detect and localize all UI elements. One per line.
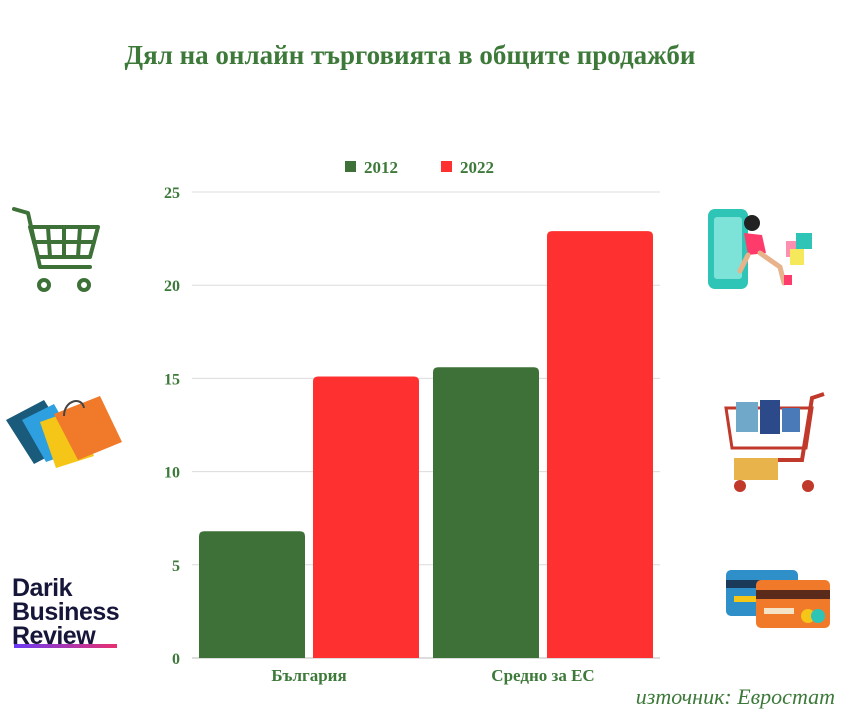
bar-2012-0 — [199, 531, 305, 658]
legend-swatch-2012 — [345, 161, 356, 172]
credit-cards-icon — [726, 570, 830, 628]
source-note: източник: Евростат — [635, 684, 835, 709]
online-shopper-phone-icon — [708, 209, 812, 289]
shopping-cart-icon — [12, 207, 100, 292]
x-axis-categories: България Средно за ЕС — [271, 666, 594, 685]
y-tick-label: 0 — [172, 651, 180, 668]
y-tick-label: 10 — [164, 465, 180, 482]
legend-label-2022: 2022 — [460, 158, 494, 177]
y-tick-label: 5 — [172, 558, 180, 575]
y-axis-ticks: 0 5 10 15 20 25 — [164, 185, 180, 668]
shopping-bags-icon — [6, 396, 122, 468]
bar-2022-1 — [547, 231, 653, 659]
bars — [199, 231, 653, 659]
x-category-label: България — [271, 666, 346, 685]
darik-business-review-logo: Darik Business Review — [12, 574, 120, 650]
y-tick-label: 20 — [164, 278, 180, 295]
bar-2022-0 — [313, 376, 419, 658]
x-category-label: Средно за ЕС — [491, 666, 594, 685]
loaded-cart-icon — [724, 392, 825, 492]
chart-title: Дял на онлайн търговията в общите продаж… — [124, 40, 696, 70]
bar-2012-1 — [433, 367, 539, 658]
legend-swatch-2022 — [441, 161, 452, 172]
y-tick-label: 15 — [164, 371, 180, 388]
legend: 2012 2022 — [345, 158, 494, 177]
y-tick-label: 25 — [164, 185, 180, 202]
legend-label-2012: 2012 — [364, 158, 398, 177]
